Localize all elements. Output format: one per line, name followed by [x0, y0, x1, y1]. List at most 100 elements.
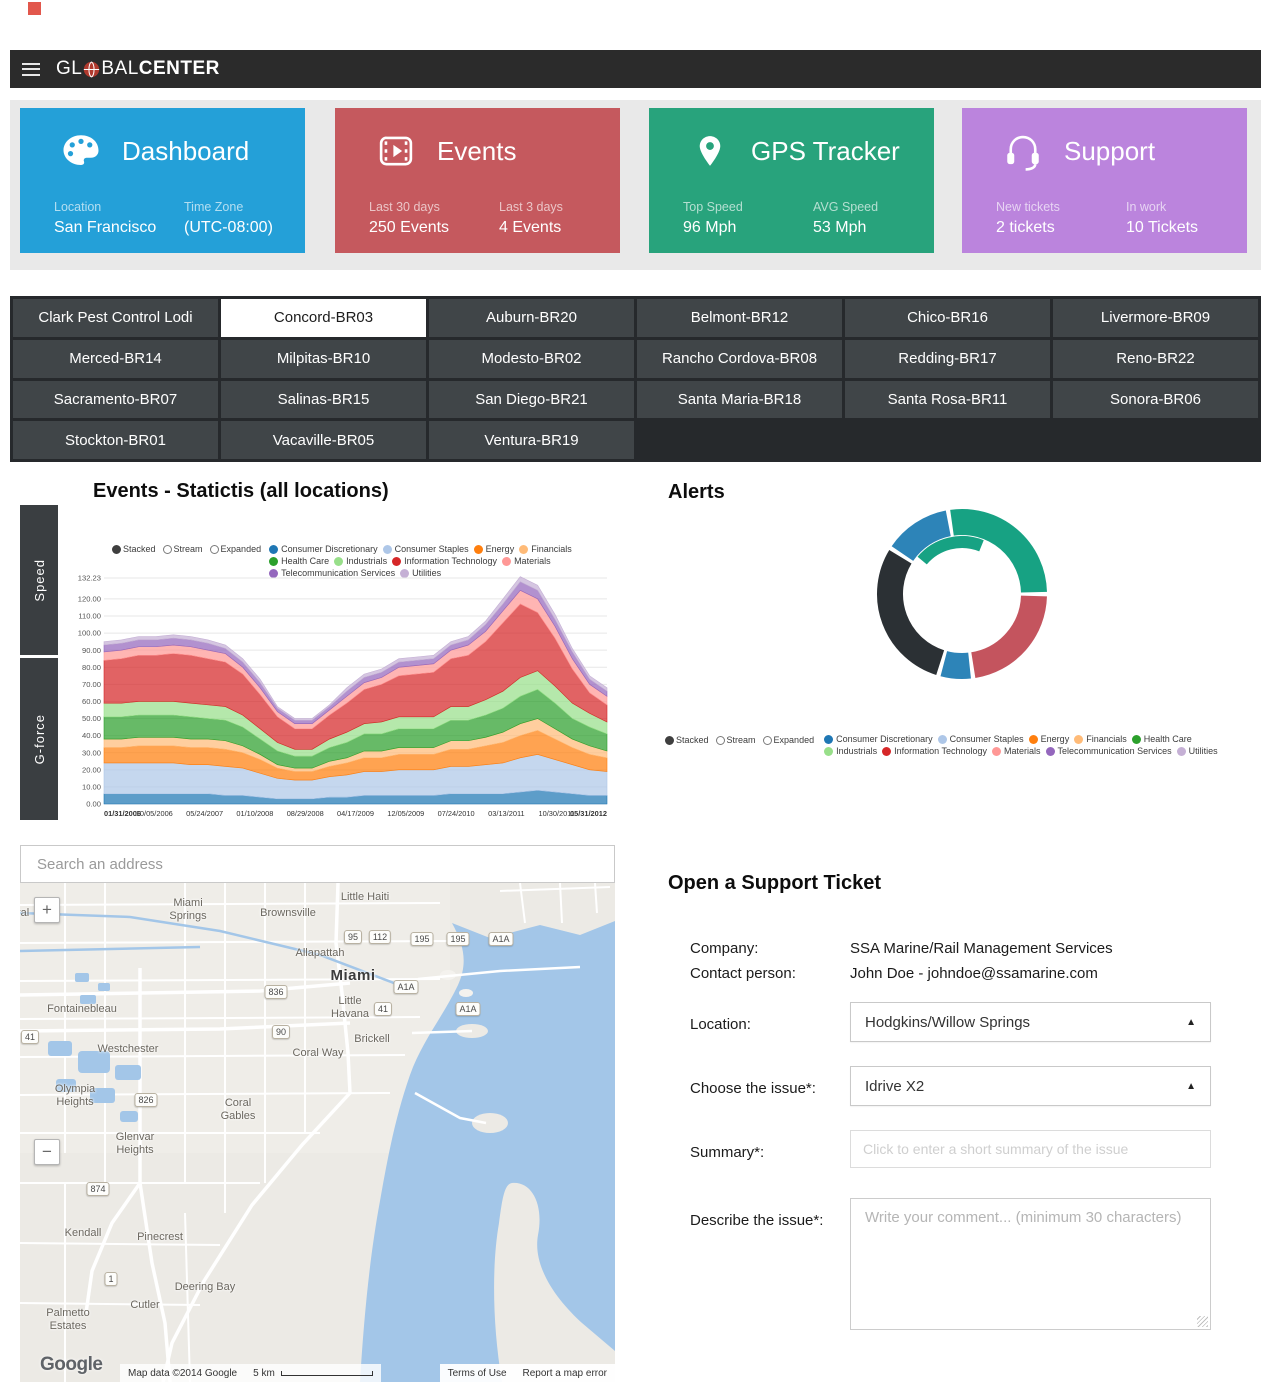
- location-tab-redding-br17[interactable]: Redding-BR17: [845, 339, 1050, 378]
- location-tab-salinas-br15[interactable]: Salinas-BR15: [221, 380, 426, 419]
- alerts-donut-chart[interactable]: [866, 498, 1058, 690]
- location-tab-rancho-cordova-br08[interactable]: Rancho Cordova-BR08: [637, 339, 842, 378]
- events-chart-mode-stream[interactable]: Stream: [162, 544, 203, 554]
- location-label: Location:: [690, 1016, 751, 1033]
- road-shield-836: 836: [264, 985, 288, 999]
- legend-swatch: [334, 556, 344, 566]
- legend-item-industrials[interactable]: Industrials: [334, 556, 387, 566]
- road-shield-874: 874: [86, 1182, 110, 1196]
- stacked-area-plot[interactable]: 0.00 10.00 20.00 30.00 40.00 50.00 60.00 70.00 8…: [68, 572, 615, 820]
- legend-label: Health Care: [1143, 734, 1192, 744]
- location-tab-modesto-br02[interactable]: Modesto-BR02: [429, 339, 634, 378]
- legend-item-materials[interactable]: Materials: [502, 556, 551, 566]
- side-tab-gforce[interactable]: G-force: [20, 658, 58, 820]
- legend-item-utilities[interactable]: Utilities: [1176, 746, 1218, 756]
- svg-text:04/17/2009: 04/17/2009: [337, 809, 374, 818]
- describe-issue-textarea[interactable]: [850, 1198, 1211, 1330]
- card-support[interactable]: Support New tickets 2 tickets In work 10 T…: [962, 108, 1247, 253]
- legend-item-consumer-discretionary[interactable]: Consumer Discretionary: [269, 544, 378, 554]
- summary-input[interactable]: [850, 1130, 1211, 1168]
- location-tab-concord-br03[interactable]: Concord-BR03: [221, 299, 426, 337]
- events-chart-heading: Events - Statictis (all locations): [93, 480, 389, 502]
- location-tab-chico-br16[interactable]: Chico-BR16: [845, 299, 1050, 337]
- map-scale-label: 5 km: [253, 1367, 275, 1379]
- legend-item-materials[interactable]: Materials: [992, 746, 1041, 756]
- alerts-mode-stacked[interactable]: Stacked: [665, 735, 709, 745]
- legend-label: Energy: [485, 544, 515, 554]
- location-tab-san-diego-br21[interactable]: San Diego-BR21: [429, 380, 634, 419]
- location-tab-clark-pest-control-lodi[interactable]: Clark Pest Control Lodi: [13, 299, 218, 337]
- legend-label: Industrials: [836, 746, 878, 756]
- legend-label: Information Technology: [894, 746, 988, 756]
- events-chart-mode-expanded[interactable]: Expanded: [209, 544, 261, 554]
- legend-item-utilities[interactable]: Utilities: [400, 568, 441, 578]
- issue-dropdown[interactable]: Idrive X2 ▲: [850, 1066, 1211, 1106]
- google-logo: Google: [40, 1354, 103, 1375]
- card-title: Events: [437, 135, 517, 166]
- svg-text:40.00: 40.00: [82, 731, 101, 740]
- location-tab-merced-br14[interactable]: Merced-BR14: [13, 339, 218, 378]
- legend-item-consumer-staples[interactable]: Consumer Staples: [937, 734, 1024, 744]
- legend-swatch: [392, 556, 402, 566]
- location-tab-ventura-br19[interactable]: Ventura-BR19: [429, 421, 634, 459]
- summary-cards-band: Dashboard Location San Francisco Time Zon…: [10, 100, 1261, 270]
- location-tab-vacaville-br05[interactable]: Vacaville-BR05: [221, 421, 426, 459]
- legend-label: Information Technology: [404, 556, 498, 566]
- donut-plot[interactable]: [866, 498, 1058, 690]
- map-zoom-in-button[interactable]: +: [34, 897, 60, 923]
- caret-up-icon: ▲: [1186, 1080, 1196, 1092]
- stat-label: AVG Speed: [813, 200, 879, 214]
- legend-swatch: [1045, 746, 1055, 756]
- road-shield-a1a: A1A: [455, 1002, 481, 1016]
- svg-text:60.00: 60.00: [82, 697, 101, 706]
- location-tab-auburn-br20[interactable]: Auburn-BR20: [429, 299, 634, 337]
- terms-of-use-link[interactable]: Terms of Use: [439, 1364, 515, 1382]
- legend-swatch: [502, 556, 512, 566]
- legend-item-consumer-discretionary[interactable]: Consumer Discretionary: [824, 734, 933, 744]
- legend-label: Materials: [1004, 746, 1041, 756]
- location-tab-stockton-br01[interactable]: Stockton-BR01: [13, 421, 218, 459]
- legend-item-information-technology[interactable]: Information Technology: [882, 746, 987, 756]
- hamburger-menu-icon[interactable]: [22, 62, 40, 76]
- location-dropdown[interactable]: Hodgkins/Willow Springs ▲: [850, 1002, 1211, 1042]
- legend-item-financials[interactable]: Financials: [519, 544, 572, 554]
- location-tab-sonora-br06[interactable]: Sonora-BR06: [1053, 380, 1258, 419]
- alerts-mode-expanded[interactable]: Expanded: [762, 735, 814, 745]
- legend-item-industrials[interactable]: Industrials: [824, 746, 877, 756]
- location-tab-milpitas-br10[interactable]: Milpitas-BR10: [221, 339, 426, 378]
- location-tab-santa-maria-br18[interactable]: Santa Maria-BR18: [637, 380, 842, 419]
- legend-item-energy[interactable]: Energy: [473, 544, 515, 554]
- side-tab-speed[interactable]: Speed: [20, 505, 58, 655]
- legend-item-telecommunication-services[interactable]: Telecommunication Services: [269, 568, 395, 578]
- stat-value: 4 Events: [499, 219, 562, 236]
- legend-item-health-care[interactable]: Health Care: [269, 556, 329, 566]
- location-tab-belmont-br12[interactable]: Belmont-BR12: [637, 299, 842, 337]
- events-chart-mode-stacked[interactable]: Stacked: [112, 544, 156, 554]
- legend-item-financials[interactable]: Financials: [1074, 734, 1127, 744]
- legend-item-consumer-staples[interactable]: Consumer Staples: [382, 544, 469, 554]
- legend-item-health-care[interactable]: Health Care: [1131, 734, 1192, 744]
- map-zoom-out-button[interactable]: −: [34, 1139, 60, 1165]
- road-shield-41: 41: [20, 1030, 40, 1044]
- location-tab-santa-rosa-br11[interactable]: Santa Rosa-BR11: [845, 380, 1050, 419]
- legend-swatch: [473, 544, 483, 554]
- road-shield-90: 90: [271, 1025, 291, 1039]
- card-gps-tracker[interactable]: GPS Tracker Top Speed 96 Mph AVG Speed 53 …: [649, 108, 934, 253]
- report-map-error-link[interactable]: Report a map error: [514, 1364, 615, 1382]
- legend-item-telecommunication-services[interactable]: Telecommunication Services: [1045, 746, 1172, 756]
- map-graphic: [20, 883, 615, 1382]
- svg-text:07/24/2010: 07/24/2010: [438, 809, 475, 818]
- legend-item-information-technology[interactable]: Information Technology: [392, 556, 497, 566]
- location-tab-livermore-br09[interactable]: Livermore-BR09: [1053, 299, 1258, 337]
- card-events[interactable]: Events Last 30 days 250 Events Last 3 day…: [335, 108, 620, 253]
- map-search-input[interactable]: [20, 845, 615, 883]
- card-dashboard[interactable]: Dashboard Location San Francisco Time Zon…: [20, 108, 305, 253]
- location-tab-sacramento-br07[interactable]: Sacramento-BR07: [13, 380, 218, 419]
- location-tab-reno-br22[interactable]: Reno-BR22: [1053, 339, 1258, 378]
- events-area-chart[interactable]: Stacked Stream Expanded Consumer Discretio…: [68, 540, 615, 825]
- road-shield-826: 826: [134, 1093, 158, 1107]
- alerts-legend: Consumer Discretionary Consumer Staples En…: [824, 733, 1224, 757]
- legend-item-energy[interactable]: Energy: [1028, 734, 1069, 744]
- map-canvas[interactable]: + − Google Map data ©2014 Google 5 km Te…: [20, 883, 615, 1382]
- alerts-mode-stream[interactable]: Stream: [715, 735, 756, 745]
